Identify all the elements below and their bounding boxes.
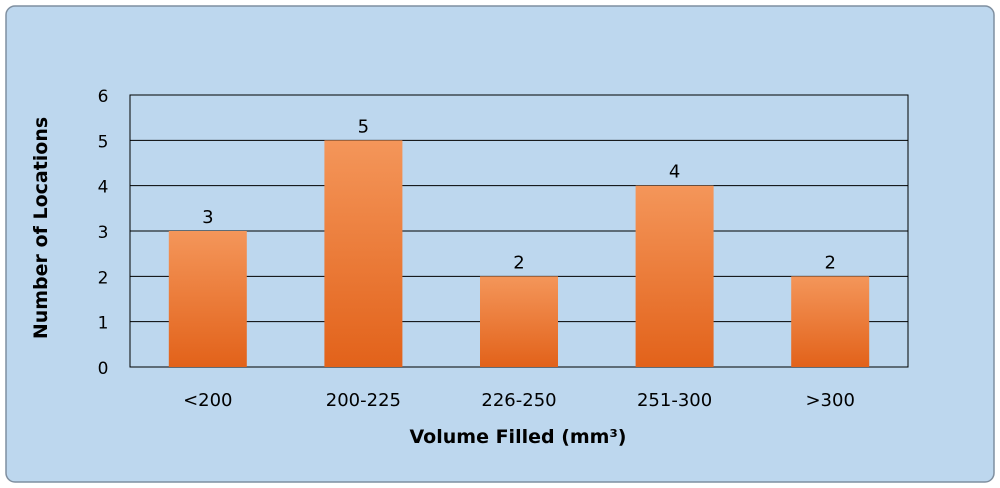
data-label: 5 <box>358 116 369 137</box>
bar-3 <box>480 276 558 367</box>
y-tick-label: 6 <box>98 87 109 107</box>
bar-2 <box>324 140 403 367</box>
x-axis-label: Volume Filled (mm³) <box>410 426 627 448</box>
data-label: 2 <box>824 252 835 273</box>
data-label: 4 <box>669 162 680 183</box>
bars <box>168 140 870 367</box>
x-tick-label: 251-300 <box>637 390 712 411</box>
x-axis-ticks: <200 200-225 226-250 251-300 >300 <box>183 390 855 411</box>
x-tick-label: 226-250 <box>481 390 556 411</box>
chart-background <box>5 5 995 483</box>
y-tick-label: 3 <box>98 223 109 243</box>
y-tick-label: 0 <box>98 359 109 379</box>
x-tick-label: 200-225 <box>326 390 401 411</box>
y-tick-label: 4 <box>98 178 109 198</box>
y-axis-ticks: 0 1 2 3 4 5 6 <box>98 87 109 379</box>
bar-4 <box>635 185 714 367</box>
bar-5 <box>791 276 870 367</box>
data-labels: 3 5 2 4 2 <box>202 116 836 273</box>
x-tick-label: <200 <box>183 390 232 411</box>
x-tick-label: >300 <box>805 390 854 411</box>
data-label: 3 <box>202 207 213 228</box>
y-axis-label: Number of Locations <box>30 117 52 339</box>
bar-1 <box>168 231 247 367</box>
data-label: 2 <box>513 252 524 273</box>
y-tick-label: 2 <box>98 268 109 288</box>
y-tick-label: 5 <box>98 132 109 152</box>
y-tick-label: 1 <box>98 314 109 334</box>
